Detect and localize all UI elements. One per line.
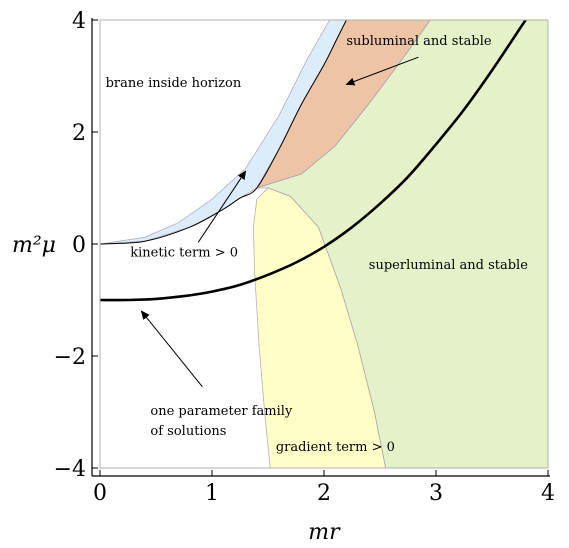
boundary-line [100,20,347,245]
x-axis-label: mr [308,520,341,545]
annotation-text: one parameter family of solutions [150,404,293,439]
annotation-text: brane inside horizon [106,76,242,91]
x-tick-label: 3 [429,481,443,506]
region-gradient-term-0 [252,187,387,468]
regions-layer [100,20,548,468]
annotation-arrow [345,56,419,86]
x-tick-label: 2 [317,481,331,506]
annotation-line: one parameter family [150,404,293,419]
y-tick-label: 0 [72,233,86,258]
annotation-arrow [140,310,203,388]
annotation-line: gradient term > 0 [276,440,395,455]
annotation-text: gradient term > 0 [276,440,395,455]
annotation-line: superluminal and stable [369,258,528,273]
axis-ticks: 0 1 2 3 4 4 2 0 −2 −4 [54,9,555,506]
annotation-line: kinetic term > 0 [130,245,238,260]
x-tick-label: 1 [205,481,219,506]
annotation-text: superluminal and stable [369,258,528,273]
annotation-line: subluminal and stable [346,34,491,49]
annotation-arrow [197,170,247,243]
series-line [100,20,527,302]
x-tick-label: 0 [93,481,107,506]
y-tick-label: 2 [72,121,86,146]
lines-layer [100,20,527,302]
y-tick-label: −4 [54,457,86,482]
y-tick-label: 4 [72,9,86,34]
plot-frame [91,18,550,477]
annotation-line: brane inside horizon [106,76,242,91]
y-axis-label: m²μ [12,233,56,258]
annotation-text: subluminal and stable [346,34,491,49]
y-tick-label: −2 [54,345,86,370]
annotations: brane inside horizon subluminal and stabl… [106,34,529,455]
annotation-line: of solutions [150,424,226,439]
x-tick-label: 4 [541,481,555,506]
annotation-text: kinetic term > 0 [130,245,238,260]
plot-border [99,19,549,469]
